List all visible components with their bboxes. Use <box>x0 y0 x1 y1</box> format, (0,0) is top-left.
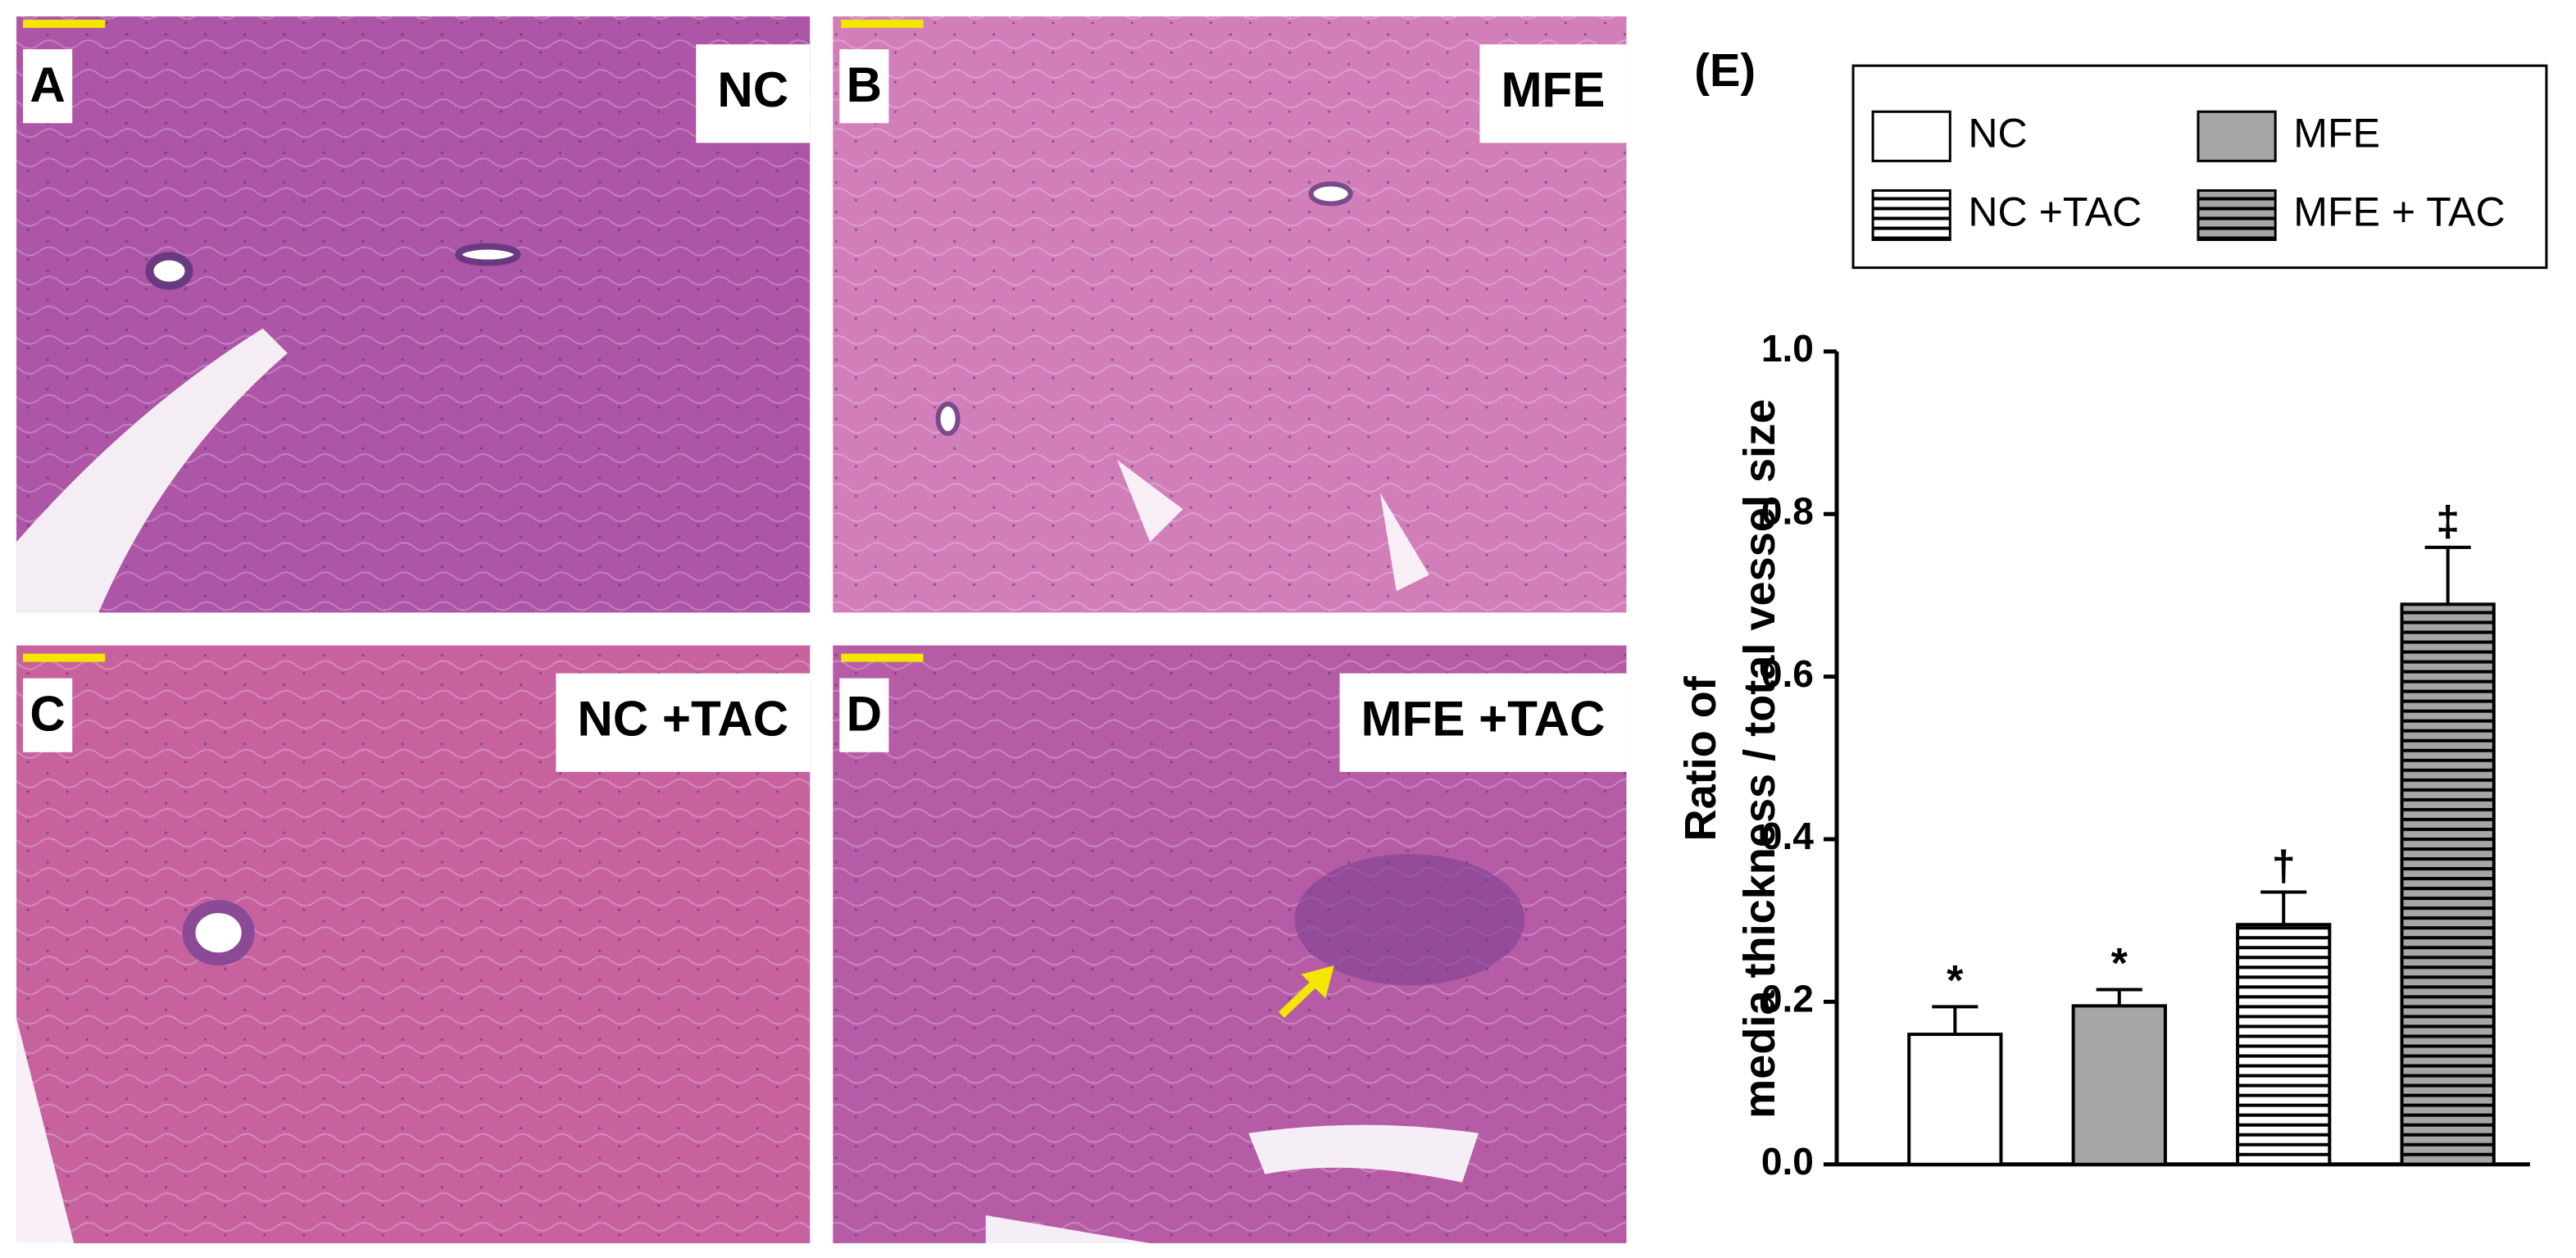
y-tick-label: 0.4 <box>1761 815 1814 857</box>
y-tick-label: 0.8 <box>1761 489 1814 532</box>
chart-title: (E) <box>1694 44 1756 96</box>
panel-letter: A <box>30 57 65 112</box>
scale-bars <box>23 20 924 662</box>
vessel <box>145 252 193 290</box>
vessel <box>182 900 255 966</box>
panel-label: MFE +TAC <box>1361 692 1606 747</box>
vessel <box>935 401 961 437</box>
panel-letter: D <box>847 687 882 742</box>
letter-box <box>23 49 73 124</box>
legend-label: NC <box>1968 111 2027 157</box>
panel-letter: B <box>847 57 882 112</box>
significance-marker: † <box>2272 842 2296 890</box>
tissue-gap <box>985 1124 1479 1243</box>
scale-bar <box>841 653 924 662</box>
label-box <box>1339 673 1627 772</box>
y-tick-label: 0.2 <box>1761 978 1814 1020</box>
legend-swatch <box>2197 188 2277 242</box>
y-axis-label: Ratio of <box>1676 675 1725 841</box>
bar-chart: (E) Ratio of media thickness / total vesse… <box>1676 44 2548 1183</box>
letter-box <box>839 49 889 124</box>
tissue-gap <box>1117 460 1429 592</box>
bar <box>1907 1033 2003 1166</box>
significance-marker: * <box>2111 940 2128 988</box>
legend-swatch <box>2197 110 2277 162</box>
legend-swatch <box>1871 110 1951 162</box>
letter-box <box>23 678 73 752</box>
tissue-gap <box>16 328 288 613</box>
bar <box>2236 923 2332 1166</box>
letter-box <box>839 678 889 752</box>
panel-letter: C <box>30 687 65 742</box>
panel-label: MFE <box>1501 62 1605 117</box>
bar <box>2071 1004 2167 1166</box>
y-tick-label: 0.6 <box>1761 652 1814 695</box>
scale-bar <box>23 653 106 662</box>
histology-panels: A NC B MFE C NC +TAC D MFE +TAC <box>16 16 1627 1243</box>
panel-label: NC +TAC <box>577 692 788 747</box>
significance-marker: * <box>1947 957 1964 1005</box>
y-tick-label: 0.0 <box>1761 1140 1814 1183</box>
legend-label: MFE <box>2293 111 2380 157</box>
vessel <box>455 243 521 266</box>
scale-bar <box>841 20 924 29</box>
label-box <box>1479 44 1627 143</box>
thickened-vessel <box>1294 854 1525 986</box>
bar <box>2400 602 2496 1166</box>
label-box <box>696 44 811 143</box>
panel-label: NC <box>717 62 788 117</box>
scale-bar <box>23 20 106 29</box>
vessel <box>1308 181 1353 207</box>
arrow-head <box>1301 965 1334 999</box>
legend-swatch <box>1871 188 1951 242</box>
y-tick-label: 1.0 <box>1761 327 1814 370</box>
legend-label: MFE + TAC <box>2293 189 2505 235</box>
y-axis-label: media thickness / total vessel size <box>1735 399 1784 1119</box>
label-box <box>556 673 811 772</box>
significance-marker: ‡ <box>2436 498 2460 546</box>
legend-label: NC +TAC <box>1968 189 2142 235</box>
